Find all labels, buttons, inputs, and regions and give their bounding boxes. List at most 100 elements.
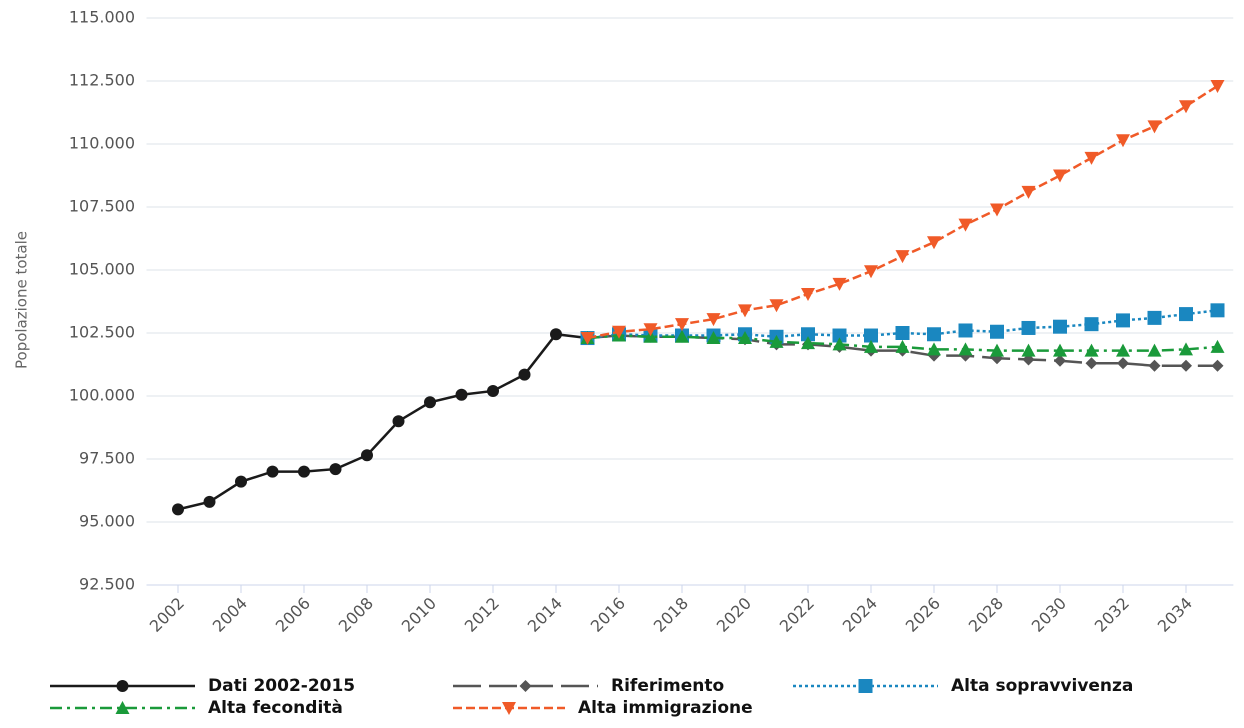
data-point	[1148, 359, 1161, 372]
data-point	[1053, 169, 1067, 183]
x-tick-label: 2008	[335, 594, 377, 636]
data-point	[832, 337, 847, 351]
data-point	[518, 368, 531, 381]
data-point	[864, 328, 878, 343]
data-point	[1053, 343, 1067, 357]
legend-marker	[519, 680, 532, 692]
data-point	[990, 203, 1004, 217]
data-point	[424, 396, 436, 409]
x-tick-label: 2006	[272, 594, 314, 636]
y-tick-label: 105.000	[69, 260, 135, 279]
data-point	[990, 343, 1004, 357]
data-point	[958, 342, 973, 356]
data-point	[895, 250, 910, 264]
data-point	[1116, 343, 1130, 357]
legend-item: Alta fecondità	[50, 698, 343, 718]
data-point	[706, 331, 721, 345]
data-point	[235, 475, 247, 488]
legend-marker	[115, 701, 130, 714]
x-tick-label: 2018	[650, 594, 692, 636]
x-tick-label: 2004	[209, 594, 251, 636]
data-point	[864, 265, 878, 279]
data-point	[1147, 120, 1162, 134]
x-tick-label: 2002	[146, 594, 188, 636]
data-point	[1021, 185, 1036, 199]
y-tick-label: 102.500	[69, 323, 135, 342]
data-point	[801, 336, 815, 350]
x-tick-label: 2030	[1028, 594, 1070, 636]
legend-item: Alta sopravvivenza	[793, 676, 1133, 696]
data-point	[550, 328, 562, 341]
data-point	[769, 299, 784, 313]
data-point	[801, 327, 815, 342]
legend-marker	[116, 680, 129, 692]
x-tick-label: 2022	[776, 594, 818, 636]
data-point	[1116, 313, 1130, 328]
y-tick-label: 115.000	[69, 8, 135, 27]
x-tick-label: 2034	[1154, 594, 1196, 636]
x-tick-label: 2032	[1091, 594, 1133, 636]
legend-item: Alta immigrazione	[453, 698, 753, 718]
data-point	[580, 332, 595, 346]
data-point	[895, 326, 910, 340]
data-point	[801, 287, 815, 301]
data-point	[1116, 134, 1130, 148]
data-point	[298, 465, 310, 478]
y-tick-label: 107.500	[69, 197, 135, 216]
data-point	[203, 495, 216, 508]
data-point	[487, 384, 499, 397]
data-point	[1084, 317, 1099, 332]
data-point	[455, 388, 468, 401]
legend-label: Alta fecondità	[208, 698, 343, 718]
data-point	[1179, 100, 1193, 114]
data-point	[1021, 320, 1036, 335]
data-point	[1179, 342, 1193, 356]
y-tick-label: 92.500	[79, 575, 135, 594]
data-point	[1210, 339, 1225, 353]
legend-item: Dati 2002-2015	[50, 676, 355, 696]
data-point	[927, 327, 941, 342]
data-point	[832, 328, 847, 343]
data-point	[392, 415, 405, 428]
data-point	[643, 323, 658, 337]
y-tick-label: 110.000	[69, 134, 135, 153]
legend-marker	[502, 702, 516, 715]
data-point	[675, 318, 689, 332]
data-point	[1179, 307, 1193, 322]
y-tick-label: 100.000	[69, 386, 135, 405]
legend-item: Riferimento	[453, 676, 724, 696]
data-point	[1211, 359, 1224, 372]
data-point	[927, 236, 941, 250]
data-point	[738, 304, 752, 318]
x-tick-label: 2016	[587, 594, 629, 636]
x-tick-label: 2012	[461, 594, 503, 636]
data-point	[864, 339, 878, 353]
data-point	[361, 449, 373, 462]
data-point	[738, 331, 752, 345]
data-point	[990, 324, 1004, 339]
data-point	[706, 313, 721, 327]
legend-marker	[858, 679, 873, 693]
legend-label: Riferimento	[611, 676, 724, 696]
data-point	[1117, 357, 1129, 370]
data-point	[958, 218, 973, 232]
data-point	[329, 463, 342, 476]
legend-label: Dati 2002-2015	[208, 676, 355, 696]
data-point	[769, 334, 784, 348]
data-point	[643, 329, 658, 343]
data-point	[1053, 319, 1067, 334]
x-tick-label: 2014	[524, 594, 566, 636]
y-axis-label: Popolazione totale	[13, 231, 31, 369]
data-point	[958, 323, 973, 338]
x-tick-label: 2020	[713, 594, 755, 636]
data-point	[1021, 343, 1036, 357]
legend-label: Alta immigrazione	[578, 698, 753, 718]
data-point	[612, 325, 626, 339]
y-tick-label: 112.500	[69, 71, 135, 90]
data-point	[1054, 354, 1066, 367]
y-tick-label: 97.500	[79, 449, 135, 468]
data-point	[1084, 343, 1099, 357]
data-point	[1210, 80, 1225, 94]
y-tick-label: 95.000	[79, 512, 135, 531]
